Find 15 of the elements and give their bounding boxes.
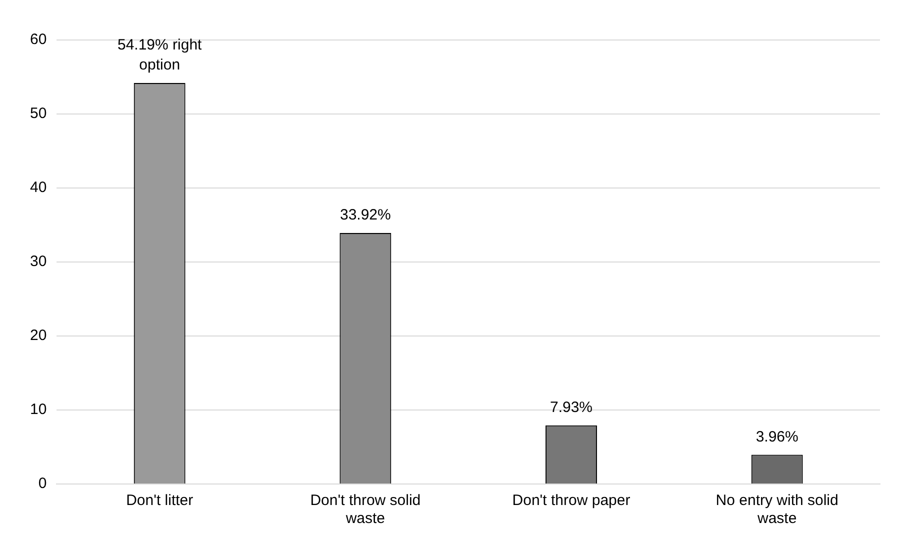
y-tick-label: 50 <box>30 105 47 122</box>
x-tick-label: Don't throw paper <box>512 492 630 510</box>
x-tick-label: Don't throw solid waste <box>310 492 421 528</box>
y-tick-label: 10 <box>30 401 47 418</box>
x-tick-label: No entry with solid waste <box>716 492 838 528</box>
data-label: 33.92% <box>340 206 391 224</box>
y-tick-label: 30 <box>30 253 47 270</box>
data-label: 3.96% <box>756 428 798 446</box>
y-tick-label: 60 <box>30 31 47 48</box>
data-label: 54.19% right option <box>117 36 203 74</box>
data-label: 7.93% <box>550 398 593 416</box>
y-tick-label: 0 <box>38 475 47 492</box>
x-tick-label: Don't litter <box>126 492 194 510</box>
y-tick-label: 20 <box>30 327 47 344</box>
y-tick-label: 40 <box>30 179 47 196</box>
